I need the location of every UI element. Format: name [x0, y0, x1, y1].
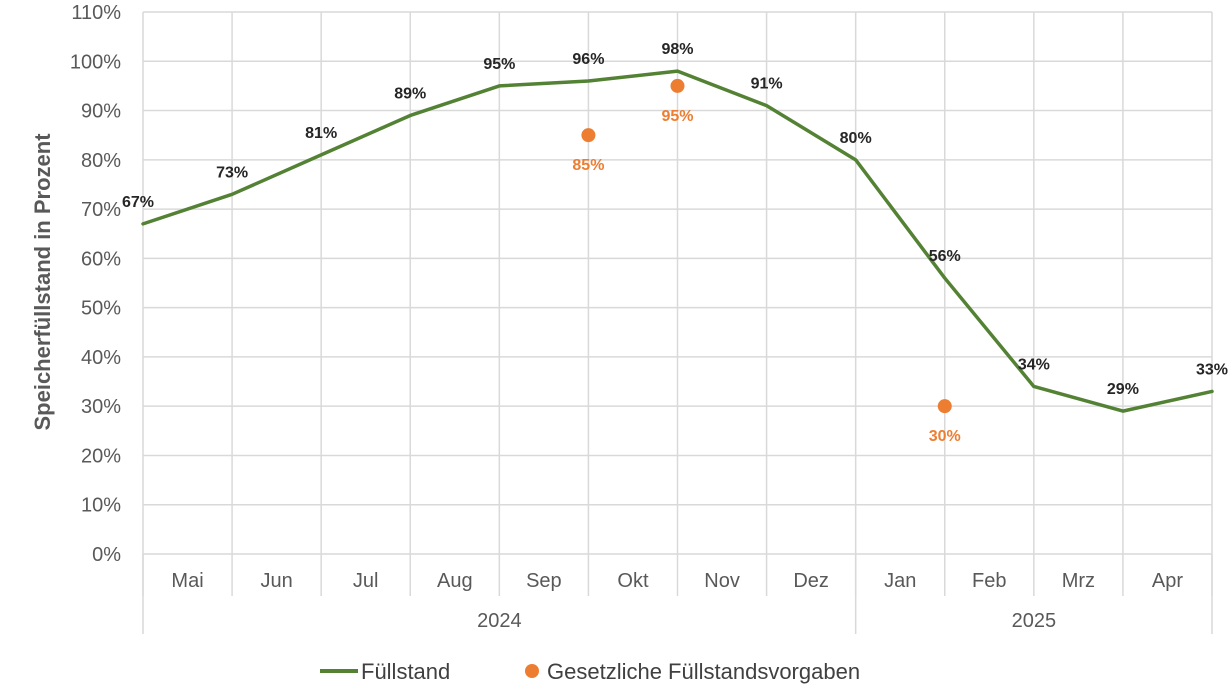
- legend-label-vorgaben: Gesetzliche Füllstandsvorgaben: [547, 659, 860, 684]
- year-label: 2025: [1012, 610, 1057, 632]
- y-tick-label: 100%: [70, 51, 121, 73]
- fuellstand-data-label: 67%: [122, 194, 154, 211]
- fuellstand-data-label: 96%: [572, 51, 604, 68]
- x-tick-label: Dez: [793, 570, 829, 592]
- fuellstand-data-label: 95%: [483, 56, 515, 73]
- y-axis-label: Speicherfüllstand in Prozent: [30, 133, 55, 431]
- fuellstand-data-label: 89%: [394, 85, 426, 102]
- fuellstand-data-label: 29%: [1107, 381, 1139, 398]
- legend-label-fuellstand: Füllstand: [361, 659, 450, 684]
- series-layer: 67% 73% 81% 89% 95% 96% 98% 91% 80% 56% 34% 29% 33% 8…: [122, 41, 1228, 445]
- legend-dot-swatch: [525, 664, 539, 678]
- fuellstand-line: [141, 69, 1214, 413]
- year-label: 2024: [477, 610, 522, 632]
- y-tick-label: 0%: [92, 544, 121, 566]
- x-tick-label: Aug: [437, 570, 473, 592]
- y-tick-label: 20%: [81, 445, 121, 467]
- x-tick-label: Okt: [617, 570, 649, 592]
- y-tick-label: 80%: [81, 150, 121, 172]
- fuellstand-data-label: 73%: [216, 164, 248, 181]
- x-tick-label: Mrz: [1062, 570, 1095, 592]
- y-tick-label: 30%: [81, 396, 121, 418]
- gridlines: [142, 11, 1213, 555]
- fuellstand-data-label: 33%: [1196, 361, 1228, 378]
- y-tick-label: 110%: [71, 2, 121, 24]
- x-tick-label: Jun: [261, 570, 293, 592]
- y-tick-label: 10%: [81, 495, 121, 517]
- y-tick-label: 70%: [81, 199, 121, 221]
- fuellstand-data-label: 81%: [305, 125, 337, 142]
- x-tick-label: Nov: [704, 570, 740, 592]
- vorgabe-data-label: 95%: [661, 108, 693, 125]
- fuellstand-data-label: 56%: [929, 248, 961, 265]
- fuellstand-data-label: 91%: [751, 76, 783, 93]
- vorgabe-point: [670, 78, 685, 93]
- vorgabe-data-label: 85%: [572, 157, 604, 174]
- x-tick-label: Mai: [171, 570, 203, 592]
- x-tick-label: Apr: [1152, 570, 1183, 592]
- y-tick-label: 40%: [81, 347, 121, 369]
- vorgabe-point: [581, 128, 596, 143]
- vorgabe-data-label: 30%: [929, 428, 961, 445]
- fuellstand-data-label: 34%: [1018, 356, 1050, 373]
- x-tick-label: Sep: [526, 570, 562, 592]
- y-tick-label: 60%: [81, 248, 121, 270]
- x-tick-label: Jan: [884, 570, 916, 592]
- y-tick-label: 90%: [81, 101, 121, 123]
- vorgabe-point: [937, 399, 952, 414]
- fuellstand-data-label: 80%: [840, 130, 872, 147]
- x-axis: Mai Jun Jul Aug Sep Okt Nov Dez Jan Feb Mrz Apr 2024…: [142, 554, 1213, 634]
- fuellstand-data-label: 98%: [661, 41, 693, 58]
- legend: Füllstand Gesetzliche Füllstandsvorgaben: [320, 659, 860, 684]
- y-axis-ticks: 0% 10% 20% 30% 40% 50% 60% 70% 80% 90% 100% 110%: [70, 2, 121, 566]
- x-tick-label: Feb: [972, 570, 1006, 592]
- y-tick-label: 50%: [81, 298, 121, 320]
- x-tick-label: Jul: [353, 570, 379, 592]
